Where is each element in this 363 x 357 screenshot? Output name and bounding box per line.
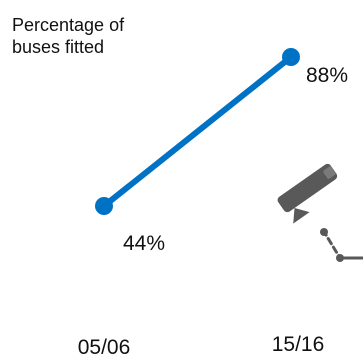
series-line [101,54,294,209]
data-label-05-06: 44% [123,232,165,255]
cctv-camera-icon [277,163,338,224]
y-axis-label: Percentage of buses fitted [12,15,125,57]
x-tick-05-06: 05/06 [78,336,131,357]
x-tick-15-16: 15/16 [272,333,325,356]
data-point-05-06 [95,197,113,215]
ticks-layer: 05/06 15/16 [78,333,325,357]
labels-layer: 44% 88% [123,64,348,255]
data-label-15-16: 88% [306,64,348,87]
data-point-15-16 [282,48,300,66]
cctv-mount-icon [320,228,363,262]
series-layer [95,48,300,215]
